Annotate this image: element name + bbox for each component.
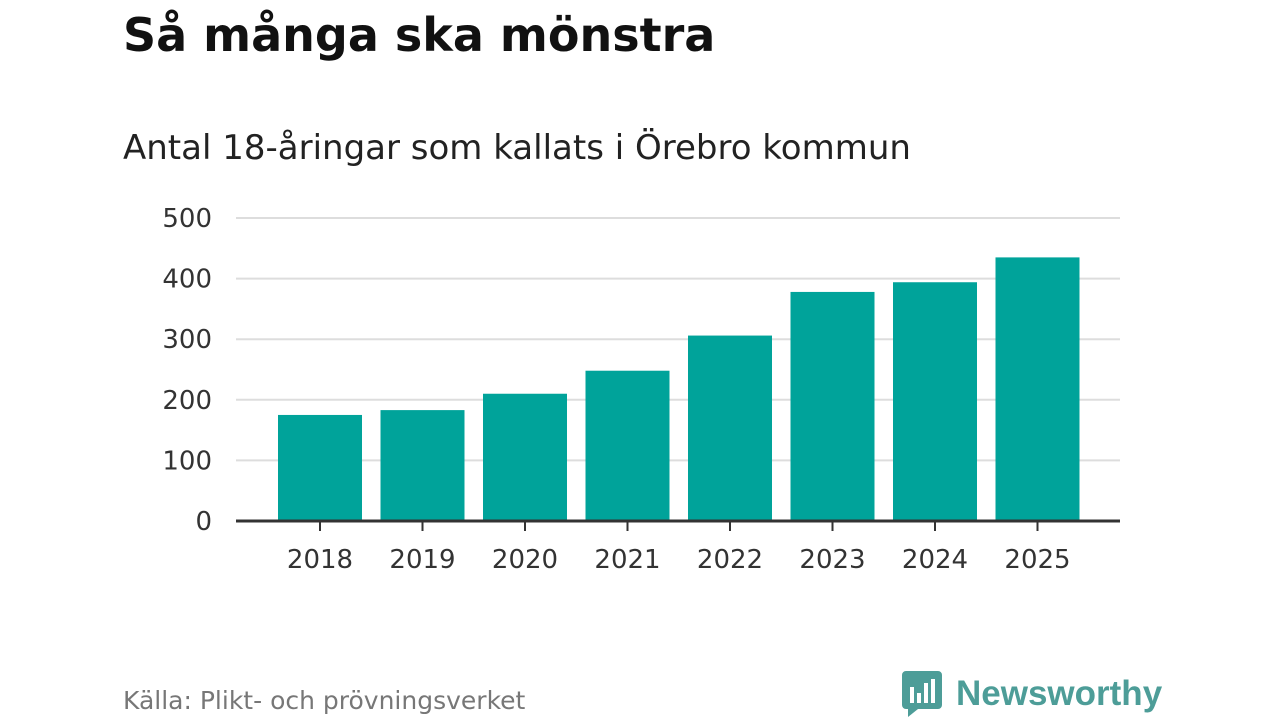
bar [688,335,772,521]
bar [278,414,362,521]
y-tick-label: 500 [162,204,212,234]
y-tick-label: 400 [162,265,212,295]
x-tick-label: 2024 [902,545,968,575]
bar [380,410,465,521]
x-tick-label: 2022 [697,545,763,575]
y-tick-label: 300 [162,325,212,355]
bar [893,282,977,521]
bar-chart-speech-bubble-icon [902,671,942,717]
bar [585,370,670,521]
brand-name: Newsworthy [956,674,1163,713]
x-tick-label: 2023 [799,545,865,575]
x-tick-label: 2020 [492,545,558,575]
x-tick-label: 2021 [594,545,660,575]
x-tick-label: 2019 [389,545,455,575]
brand-logo: Newsworthy [902,671,1162,717]
bar [995,257,1080,521]
bar-chart: 0 100 200 300 400 500 2018 2019 2020 2021 2022 2023… [162,204,1120,575]
chart-subtitle: Antal 18-åringar som kallats i Örebro ko… [123,128,911,168]
y-tick-label: 200 [162,386,212,416]
x-tick-label: 2025 [1004,545,1070,575]
y-tick-label: 100 [162,446,212,476]
y-tick-label: 0 [195,507,212,537]
x-tick-label: 2018 [287,545,353,575]
bar [790,291,875,521]
source-note: Källa: Plikt- och prövningsverket [123,686,526,715]
bar [483,393,567,521]
chart-title: Så många ska mönstra [123,8,716,62]
